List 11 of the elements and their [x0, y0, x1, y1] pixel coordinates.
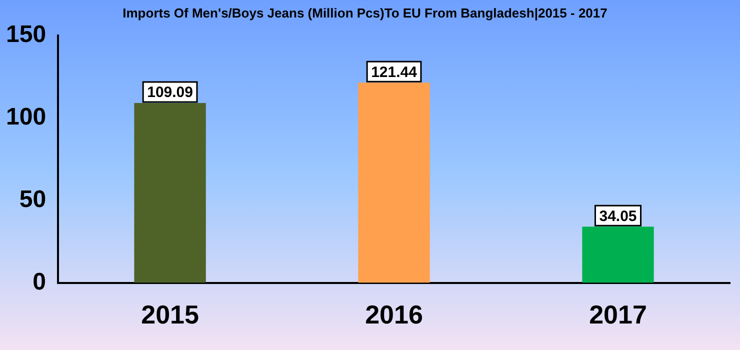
x-tick-label: 2017: [589, 300, 647, 330]
chart-title: Imports Of Men's/Boys Jeans (Million Pcs)To EU From Bangladesh|2015 - 2017: [122, 5, 608, 20]
data-label: 34.05: [599, 208, 637, 225]
y-tick-label: 150: [6, 21, 46, 48]
data-label: 109.09: [147, 84, 193, 102]
data-label: 121.44: [371, 64, 418, 81]
y-tick-label: 50: [19, 186, 46, 214]
x-tick-label: 2016: [365, 300, 423, 330]
x-tick-label: 2015: [141, 300, 199, 330]
y-tick-label: 0: [32, 268, 46, 296]
y-tick-label: 100: [6, 104, 46, 131]
